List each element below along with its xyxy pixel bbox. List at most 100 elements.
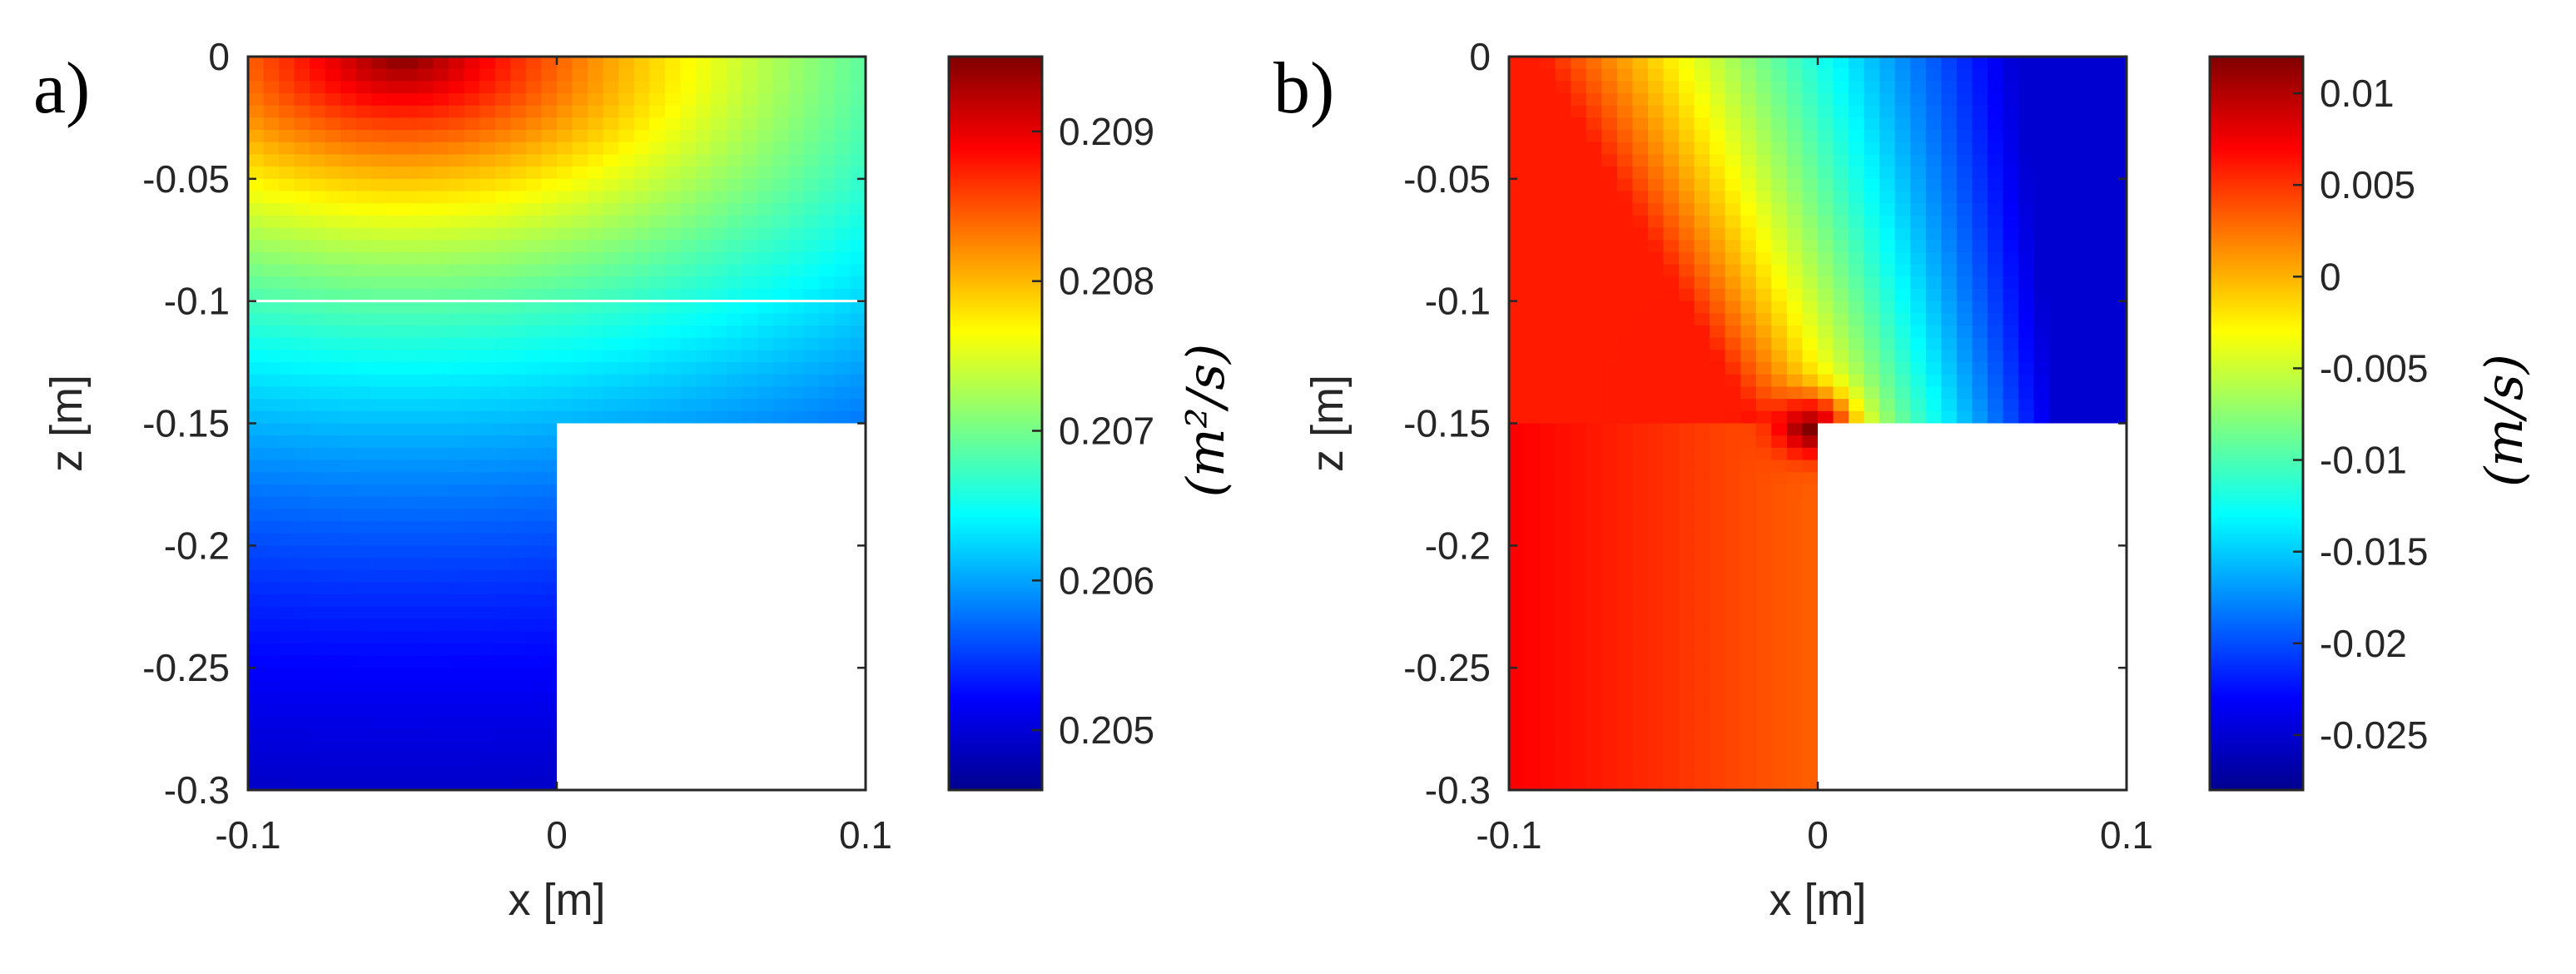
heatmap-cell — [1802, 692, 1819, 706]
heatmap-cell — [557, 374, 573, 388]
heatmap-cell — [402, 264, 419, 278]
y-tick-label: -0.3 — [1425, 768, 1491, 812]
heatmap-cell — [525, 778, 543, 791]
heatmap-cell — [355, 778, 373, 791]
heatmap-cell — [1864, 191, 1880, 204]
heatmap-cell — [1509, 533, 1526, 547]
heatmap-cell — [1802, 288, 1819, 302]
heatmap-cell — [449, 631, 465, 644]
heatmap-cell — [402, 227, 419, 241]
heatmap-cell — [2018, 276, 2035, 290]
heatmap-cell — [510, 215, 527, 229]
heatmap-cell — [294, 692, 310, 706]
heatmap-cell — [449, 117, 465, 131]
heatmap-cell — [711, 313, 727, 326]
heatmap-cell — [386, 704, 404, 718]
heatmap-cell — [355, 203, 373, 216]
heatmap-cell — [1679, 386, 1695, 400]
heatmap-cell — [433, 778, 449, 791]
heatmap-cell — [633, 166, 651, 180]
heatmap-cell — [1786, 606, 1804, 620]
heatmap-cell — [664, 251, 682, 266]
heatmap-cell — [510, 460, 527, 474]
heatmap-cell — [711, 81, 727, 94]
heatmap-cell — [1694, 337, 1710, 351]
heatmap-cell — [618, 57, 635, 70]
heatmap-cell — [1755, 496, 1773, 510]
heatmap-cell — [2095, 215, 2112, 229]
heatmap-cell — [279, 399, 295, 412]
heatmap-cell — [402, 399, 419, 412]
heatmap-cell — [494, 631, 512, 644]
heatmap-cell — [711, 203, 727, 216]
heatmap-b — [1509, 57, 2127, 791]
heatmap-cell — [464, 484, 481, 498]
heatmap-cell — [386, 582, 404, 595]
heatmap-cell — [834, 301, 851, 315]
heatmap-cell — [2080, 142, 2097, 156]
heatmap-cell — [1802, 251, 1819, 266]
heatmap-cell — [418, 582, 434, 595]
heatmap-cell — [649, 130, 666, 143]
heatmap-cell — [803, 350, 821, 363]
heatmap-cell — [541, 288, 558, 302]
heatmap-cell — [649, 191, 666, 204]
heatmap-cell — [1555, 154, 1571, 167]
heatmap-cell — [2049, 264, 2066, 278]
heatmap-cell — [1802, 423, 1819, 436]
heatmap-cell — [1694, 93, 1710, 107]
heatmap-cell — [371, 484, 388, 498]
heatmap-cell — [1571, 399, 1587, 412]
heatmap-cell — [525, 337, 543, 351]
heatmap-cell — [355, 679, 373, 693]
heatmap-cell — [464, 668, 481, 681]
heatmap-cell — [803, 313, 821, 326]
heatmap-cell — [1710, 594, 1726, 608]
heatmap-cell — [1586, 520, 1603, 534]
heatmap-cell — [1647, 105, 1665, 119]
heatmap-cell — [1710, 362, 1726, 375]
heatmap-cell — [1910, 240, 1927, 253]
heatmap-cell — [402, 509, 419, 522]
heatmap-cell — [248, 619, 265, 632]
heatmap-cell — [340, 399, 357, 412]
heatmap-cell — [2049, 374, 2066, 388]
heatmap-cell — [2049, 386, 2066, 400]
heatmap-cell — [1725, 337, 1742, 351]
heatmap-cell — [371, 313, 388, 326]
heatmap-cell — [1601, 460, 1618, 474]
heatmap-cell — [2018, 251, 2035, 266]
heatmap-cell — [494, 191, 512, 204]
heatmap-cell — [263, 496, 280, 510]
heatmap-cell — [850, 410, 866, 425]
heatmap-cell — [680, 399, 697, 412]
heatmap-cell — [1509, 509, 1526, 522]
colorbar-tick-label: -0.025 — [2320, 713, 2428, 757]
heatmap-cell — [479, 81, 496, 94]
heatmap-cell — [1616, 496, 1634, 510]
heatmap-cell — [1601, 130, 1618, 143]
heatmap-cell — [494, 93, 512, 107]
heatmap-cell — [1802, 496, 1819, 510]
heatmap-cell — [355, 594, 373, 608]
heatmap-cell — [510, 569, 527, 584]
heatmap-cell — [803, 386, 821, 400]
heatmap-cell — [279, 765, 295, 779]
heatmap-cell — [510, 191, 527, 204]
heatmap-cell — [664, 203, 682, 216]
heatmap-cell — [310, 496, 326, 510]
heatmap-cell — [1694, 447, 1710, 461]
heatmap-cell — [1725, 545, 1742, 559]
heatmap-cell — [371, 545, 388, 559]
heatmap-cell — [248, 313, 265, 326]
heatmap-cell — [325, 166, 342, 180]
heatmap-cell — [2003, 203, 2019, 216]
heatmap-cell — [263, 679, 280, 693]
heatmap-cell — [2080, 399, 2097, 412]
heatmap-cell — [695, 288, 712, 302]
heatmap-cell — [588, 301, 604, 315]
heatmap-cell — [418, 668, 434, 681]
heatmap-cell — [603, 154, 619, 167]
heatmap-cell — [772, 68, 790, 82]
heatmap-cell — [1740, 472, 1757, 485]
